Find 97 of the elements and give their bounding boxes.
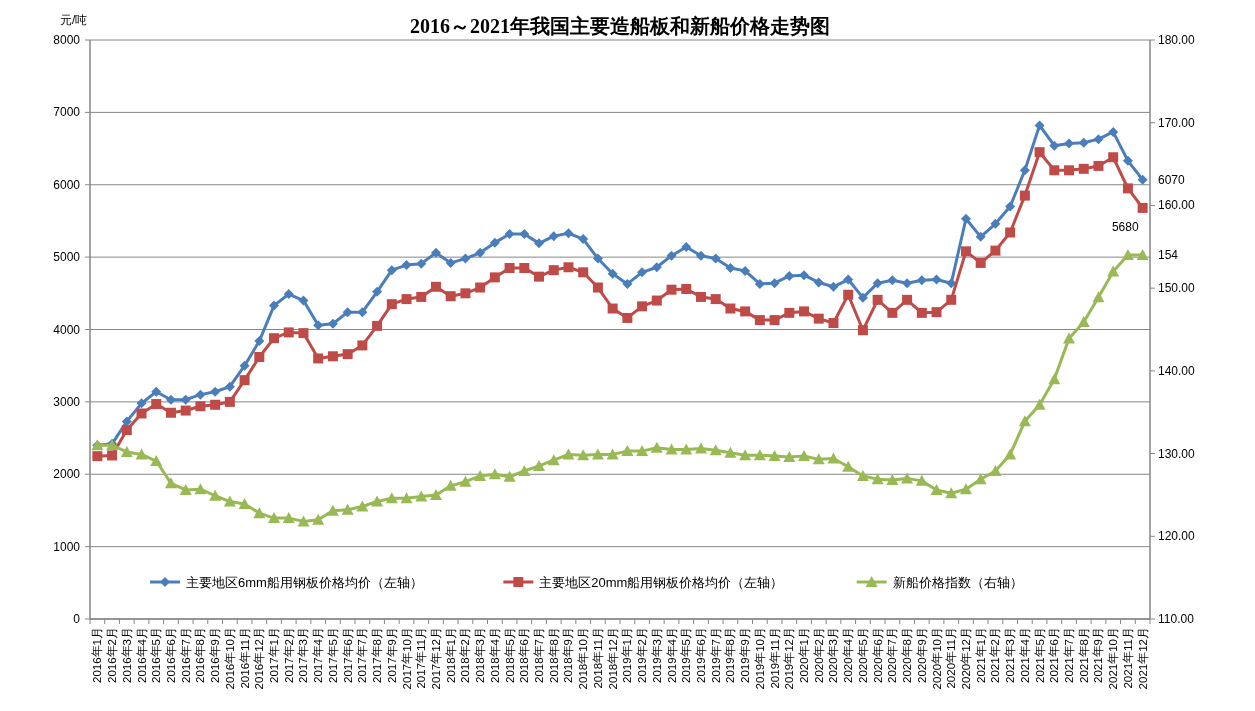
x-tick-label: 2020年4月 bbox=[842, 627, 855, 683]
x-tick-label: 2017年6月 bbox=[341, 627, 354, 683]
x-tick-label: 2018年12月 bbox=[606, 627, 619, 690]
x-tick-label: 2017年2月 bbox=[282, 627, 295, 683]
x-tick-label: 2020年5月 bbox=[856, 627, 869, 683]
x-tick-label: 2017年7月 bbox=[356, 627, 369, 683]
legend-label: 主要地区20mm船用钢板价格均价（左轴） bbox=[539, 575, 784, 590]
x-tick-label: 2020年6月 bbox=[871, 627, 884, 683]
x-tick-label: 2020年8月 bbox=[901, 627, 914, 683]
x-tick-label: 2018年11月 bbox=[591, 627, 604, 689]
x-tick-label: 2021年8月 bbox=[1077, 627, 1090, 683]
x-tick-label: 2017年10月 bbox=[400, 627, 413, 690]
x-tick-label: 2018年8月 bbox=[547, 627, 560, 683]
x-tick-label: 2016年9月 bbox=[209, 627, 222, 683]
x-tick-label: 2016年12月 bbox=[253, 627, 266, 690]
legend-label: 主要地区6mm船用钢板价格均价（左轴） bbox=[186, 575, 423, 590]
y2-tick-label: 160.00 bbox=[1158, 198, 1196, 213]
data-label: 154 bbox=[1158, 248, 1179, 263]
x-tick-label: 2017年9月 bbox=[385, 627, 398, 683]
x-tick-label: 2019年3月 bbox=[650, 627, 663, 683]
x-tick-label: 2019年8月 bbox=[724, 627, 737, 683]
x-tick-label: 2016年2月 bbox=[106, 627, 119, 683]
x-tick-label: 2016年5月 bbox=[150, 627, 163, 683]
y2-tick-label: 180.00 bbox=[1158, 33, 1196, 47]
x-tick-label: 2019年1月 bbox=[621, 627, 634, 683]
x-tick-label: 2019年12月 bbox=[783, 627, 796, 690]
x-tick-label: 2021年12月 bbox=[1136, 627, 1149, 690]
x-tick-label: 2020年9月 bbox=[915, 627, 928, 683]
x-tick-label: 2017年3月 bbox=[297, 627, 310, 683]
y2-tick-label: 170.00 bbox=[1158, 115, 1196, 130]
y-tick-label: 8000 bbox=[53, 33, 81, 47]
y-tick-label: 0 bbox=[73, 612, 81, 626]
x-tick-label: 2016年6月 bbox=[164, 627, 177, 683]
x-tick-label: 2017年8月 bbox=[371, 627, 384, 683]
x-tick-label: 2021年4月 bbox=[1018, 627, 1031, 683]
legend-label: 新船价格指数（右轴） bbox=[892, 575, 1023, 590]
y-tick-label: 3000 bbox=[53, 394, 81, 409]
y-tick-label: 5000 bbox=[53, 250, 81, 265]
x-tick-label: 2019年7月 bbox=[709, 627, 722, 683]
x-tick-label: 2019年4月 bbox=[665, 627, 678, 683]
x-tick-label: 2019年5月 bbox=[680, 627, 693, 683]
x-tick-label: 2021年7月 bbox=[1063, 627, 1076, 683]
y2-tick-label: 140.00 bbox=[1158, 363, 1196, 378]
x-tick-label: 2019年10月 bbox=[753, 627, 766, 690]
x-tick-label: 2021年5月 bbox=[1033, 627, 1046, 683]
x-tick-label: 2020年7月 bbox=[886, 627, 899, 683]
x-tick-label: 2017年12月 bbox=[429, 627, 442, 690]
x-tick-label: 2016年3月 bbox=[120, 627, 133, 683]
x-tick-label: 2020年10月 bbox=[930, 627, 943, 690]
x-tick-label: 2016年10月 bbox=[223, 627, 236, 690]
y-tick-label: 4000 bbox=[53, 322, 81, 337]
x-tick-label: 2019年2月 bbox=[636, 627, 649, 683]
x-tick-label: 2020年11月 bbox=[945, 627, 958, 689]
x-tick-label: 2018年1月 bbox=[444, 627, 457, 683]
x-tick-label: 2021年1月 bbox=[974, 627, 987, 683]
x-tick-label: 2020年2月 bbox=[812, 627, 825, 683]
x-tick-label: 2018年3月 bbox=[474, 627, 487, 683]
x-tick-label: 2016年4月 bbox=[135, 627, 148, 683]
x-tick-label: 2017年1月 bbox=[268, 627, 281, 683]
x-tick-label: 2020年12月 bbox=[959, 627, 972, 690]
data-label: 5680 bbox=[1111, 219, 1139, 234]
x-tick-label: 2017年11月 bbox=[415, 627, 428, 689]
x-tick-label: 2018年7月 bbox=[533, 627, 546, 683]
x-tick-label: 2017年5月 bbox=[326, 627, 339, 683]
x-tick-label: 2020年3月 bbox=[827, 627, 840, 683]
data-label: 6070 bbox=[1158, 172, 1186, 187]
x-tick-label: 2018年2月 bbox=[459, 627, 472, 683]
x-tick-label: 2018年10月 bbox=[577, 627, 590, 690]
y2-tick-label: 150.00 bbox=[1158, 281, 1196, 296]
x-tick-label: 2021年10月 bbox=[1107, 627, 1120, 690]
x-tick-label: 2016年7月 bbox=[179, 627, 192, 683]
y2-tick-label: 130.00 bbox=[1158, 446, 1196, 461]
x-tick-label: 2020年1月 bbox=[798, 627, 811, 683]
y2-tick-label: 120.00 bbox=[1158, 529, 1196, 544]
x-tick-label: 2021年9月 bbox=[1092, 627, 1105, 683]
x-tick-label: 2018年9月 bbox=[562, 627, 575, 683]
y2-tick-label: 110.00 bbox=[1158, 612, 1195, 626]
y-tick-label: 7000 bbox=[53, 105, 81, 120]
y-axis-title: 元/吨 bbox=[60, 13, 88, 27]
x-tick-label: 2019年11月 bbox=[768, 627, 781, 689]
x-tick-label: 2021年3月 bbox=[1004, 627, 1017, 683]
chart-title: 2016～2021年我国主要造船板和新船价格走势图 bbox=[410, 15, 830, 37]
x-tick-label: 2021年6月 bbox=[1048, 627, 1061, 683]
x-tick-label: 2016年11月 bbox=[238, 627, 251, 689]
x-tick-label: 2017年4月 bbox=[312, 627, 325, 683]
y-tick-label: 1000 bbox=[53, 539, 81, 554]
x-tick-label: 2018年4月 bbox=[488, 627, 501, 683]
x-tick-label: 2021年2月 bbox=[989, 627, 1002, 683]
y-tick-label: 6000 bbox=[53, 177, 81, 192]
x-tick-label: 2019年6月 bbox=[694, 627, 707, 683]
x-tick-label: 2019年9月 bbox=[739, 627, 752, 683]
x-tick-label: 2016年1月 bbox=[91, 627, 104, 683]
x-tick-label: 2021年11月 bbox=[1121, 627, 1134, 689]
y-tick-label: 2000 bbox=[53, 467, 81, 482]
x-tick-label: 2018年6月 bbox=[518, 627, 531, 683]
x-tick-label: 2016年8月 bbox=[194, 627, 207, 683]
x-tick-label: 2018年5月 bbox=[503, 627, 516, 683]
